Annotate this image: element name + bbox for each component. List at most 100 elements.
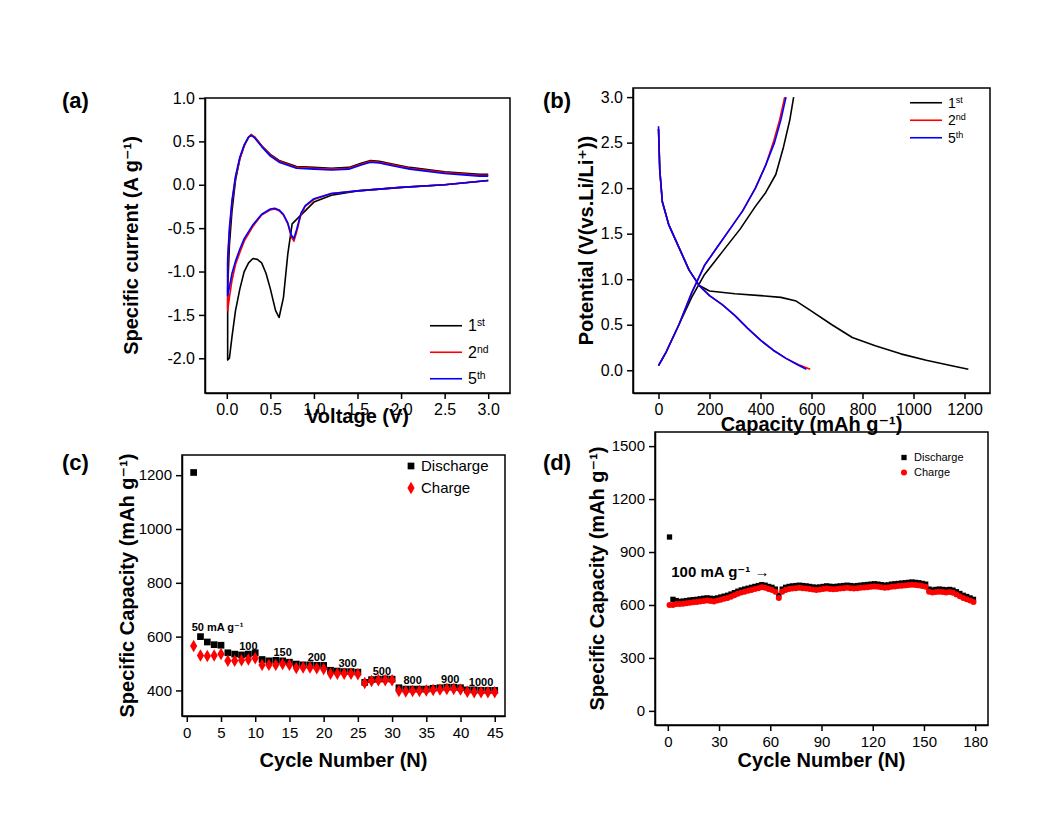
y-tick-label: 3.0	[601, 89, 623, 106]
x-tick-mark	[227, 393, 229, 399]
plot-frame	[633, 88, 990, 393]
x-tick-label: 0	[655, 401, 664, 418]
y-tick-mark	[649, 499, 655, 501]
x-tick: 30	[711, 725, 728, 750]
y-tick-mark	[176, 583, 182, 585]
y-tick-label: 300	[620, 649, 645, 666]
y-tick: 1200	[139, 466, 182, 483]
x-tick-mark	[289, 716, 291, 722]
x-tick-mark	[658, 393, 660, 399]
legend-label: Charge	[914, 466, 950, 478]
series-line	[659, 97, 807, 369]
data-point	[286, 659, 293, 671]
x-tick: 20	[316, 716, 333, 741]
y-tick-mark	[649, 711, 655, 713]
panel-label: (a)	[62, 88, 89, 113]
series-line	[228, 135, 489, 360]
y-tick: 0.5	[173, 133, 205, 150]
data-point	[491, 686, 498, 698]
x-tick-mark	[358, 716, 360, 722]
legend-label: Charge	[421, 479, 470, 496]
x-tick-mark	[488, 393, 490, 399]
annotation: 900	[441, 673, 459, 685]
x-tick-label: 10	[247, 724, 264, 741]
y-tick-label: -1.5	[167, 307, 195, 324]
x-tick: 150	[912, 725, 937, 750]
x-tick-mark	[668, 725, 670, 731]
panel: 0306090120150180030060090012001500Cycle …	[543, 432, 989, 771]
data-point	[409, 685, 416, 697]
x-tick: 180	[963, 725, 988, 750]
x-tick: 0.5	[260, 393, 282, 418]
x-tick-mark	[924, 725, 926, 731]
y-tick: 2.5	[601, 134, 633, 151]
legend-label: 5th	[948, 130, 963, 146]
legend-label: 5th	[468, 370, 486, 388]
x-tick-mark	[760, 393, 762, 399]
data-point	[327, 668, 334, 680]
panel: 0.00.51.01.52.02.53.0-2.0-1.5-1.0-0.50.0…	[62, 88, 511, 427]
x-tick: 15	[282, 716, 299, 741]
figure: 0.00.51.01.52.02.53.0-2.0-1.5-1.0-0.50.0…	[0, 0, 1062, 814]
annotation: 50 mA g⁻¹	[192, 621, 244, 633]
x-tick: 0.0	[216, 393, 238, 418]
x-tick-mark	[862, 393, 864, 399]
legend-swatch	[910, 137, 942, 139]
data-point	[436, 683, 443, 695]
x-tick: 60	[762, 725, 779, 750]
y-tick-label: 0.5	[173, 133, 195, 150]
legend-label: Discharge	[914, 451, 964, 463]
y-tick-label: 0	[637, 702, 645, 719]
annotation: 100 mA g⁻¹ →	[671, 563, 769, 580]
x-tick-mark	[357, 393, 359, 399]
data-point	[776, 595, 782, 601]
y-tick-mark	[649, 552, 655, 554]
x-tick-label: 0	[183, 724, 191, 741]
y-tick-mark	[649, 658, 655, 660]
data-point	[204, 639, 211, 646]
annotation: 800	[403, 674, 421, 686]
x-tick-label: 0.0	[216, 401, 238, 418]
y-tick-mark	[627, 97, 633, 99]
legend-swatch	[408, 463, 415, 470]
y-tick: 600	[147, 628, 182, 645]
series-line	[228, 134, 489, 310]
annotation: 100	[239, 640, 257, 652]
x-tick-label: 150	[912, 733, 937, 750]
x-tick-mark	[187, 716, 189, 722]
y-tick: 1.0	[173, 90, 205, 107]
y-tick: -1.0	[167, 263, 205, 280]
panel: 05101520253035404540060080010001200Cycle…	[62, 450, 506, 771]
x-tick-label: 45	[487, 724, 504, 741]
y-tick-mark	[176, 529, 182, 531]
legend-label: 2nd	[948, 112, 966, 128]
x-tick-mark	[872, 725, 874, 731]
y-tick-label: 0.0	[173, 176, 195, 193]
data-point	[238, 654, 245, 666]
y-axis-title: Specific Capacity (mAh g⁻¹)	[586, 447, 608, 711]
x-tick: 200	[697, 393, 724, 418]
y-tick-label: 600	[620, 596, 645, 613]
series-line	[659, 97, 969, 369]
y-tick: 400	[147, 682, 182, 699]
y-axis: 40060080010001200	[139, 456, 183, 717]
x-tick: 0	[664, 725, 672, 750]
x-tick: 0	[183, 716, 191, 741]
y-tick: 0.0	[601, 362, 633, 379]
x-tick-mark	[221, 716, 223, 722]
y-tick-mark	[199, 228, 205, 230]
y-tick-label: 900	[620, 543, 645, 560]
data-point	[190, 469, 197, 476]
panel-label: (b)	[543, 88, 571, 113]
y-tick-mark	[627, 233, 633, 235]
x-tick-label: 20	[316, 724, 333, 741]
data-point	[430, 684, 437, 696]
y-tick: 2.0	[601, 180, 633, 197]
x-tick: 3.0	[478, 393, 500, 418]
x-tick: 90	[814, 725, 831, 750]
y-tick-label: 400	[147, 682, 172, 699]
data-point	[457, 683, 464, 695]
data-point	[293, 662, 300, 674]
legend-label: 2nd	[468, 343, 489, 361]
legend: 1st2nd5th	[430, 317, 489, 388]
